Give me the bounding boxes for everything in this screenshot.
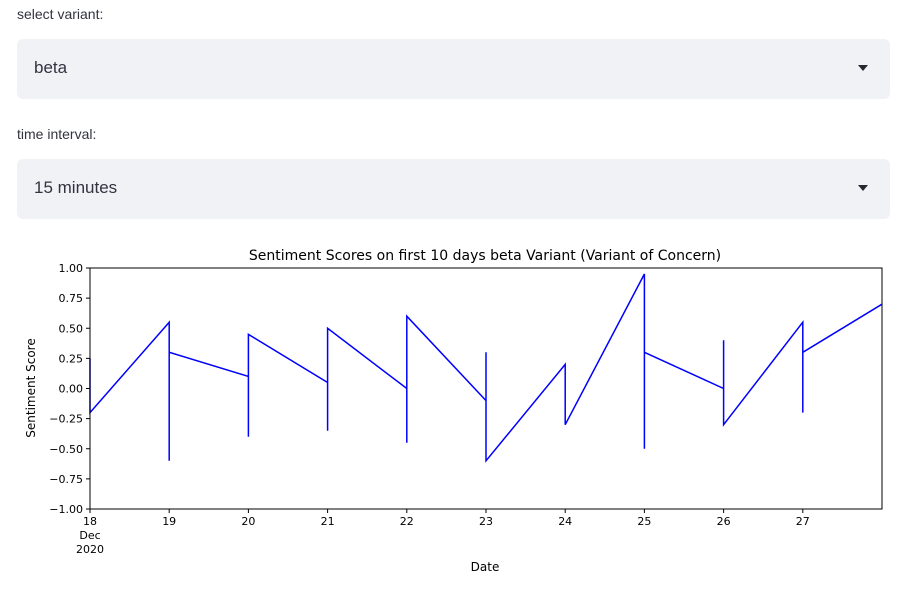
y-tick-label: 0.50 — [59, 322, 84, 335]
x-tick-label: 24 — [558, 515, 572, 528]
y-tick-label: 0.75 — [59, 292, 84, 305]
x-tick-sublabel: Dec — [79, 529, 100, 542]
variant-select[interactable]: beta — [17, 39, 890, 99]
x-tick-label: 22 — [400, 515, 414, 528]
y-tick-label: −0.50 — [49, 443, 83, 456]
x-axis-label: Date — [471, 560, 500, 574]
time-interval-select[interactable]: 15 minutes — [17, 159, 890, 219]
y-tick-label: −1.00 — [49, 503, 83, 516]
x-tick-label: 26 — [717, 515, 731, 528]
x-tick-label: 18 — [83, 515, 97, 528]
x-tick-label: 21 — [321, 515, 335, 528]
x-tick-label: 20 — [241, 515, 255, 528]
x-tick-label: 19 — [162, 515, 176, 528]
x-tick-label: 23 — [479, 515, 493, 528]
x-tick-label: 27 — [796, 515, 810, 528]
y-tick-label: −0.25 — [49, 413, 83, 426]
y-tick-label: 1.00 — [59, 262, 84, 275]
y-axis: −1.00 −0.75 −0.50 −0.25 0.00 0.25 0.50 0.75 1.00 — [49, 262, 90, 516]
x-tick-sublabel: 2020 — [76, 543, 104, 556]
y-tick-label: 0.25 — [59, 352, 84, 365]
chart-title: Sentiment Scores on first 10 days beta V… — [249, 248, 721, 264]
y-tick-label: 0.00 — [59, 383, 84, 396]
chevron-down-icon — [858, 185, 868, 191]
sentiment-chart: Sentiment Scores on first 10 days beta V… — [24, 248, 883, 574]
select-variant-label: select variant: — [17, 6, 104, 22]
time-interval-select-value: 15 minutes — [34, 178, 118, 197]
chevron-down-icon — [858, 65, 868, 71]
y-axis-label: Sentiment Score — [24, 338, 38, 437]
plot-area — [89, 273, 883, 463]
x-tick-label: 25 — [637, 515, 651, 528]
series-line — [89, 273, 883, 463]
time-interval-label: time interval: — [17, 126, 97, 142]
y-tick-label: −0.75 — [49, 473, 83, 486]
variant-select-value: beta — [34, 58, 68, 77]
